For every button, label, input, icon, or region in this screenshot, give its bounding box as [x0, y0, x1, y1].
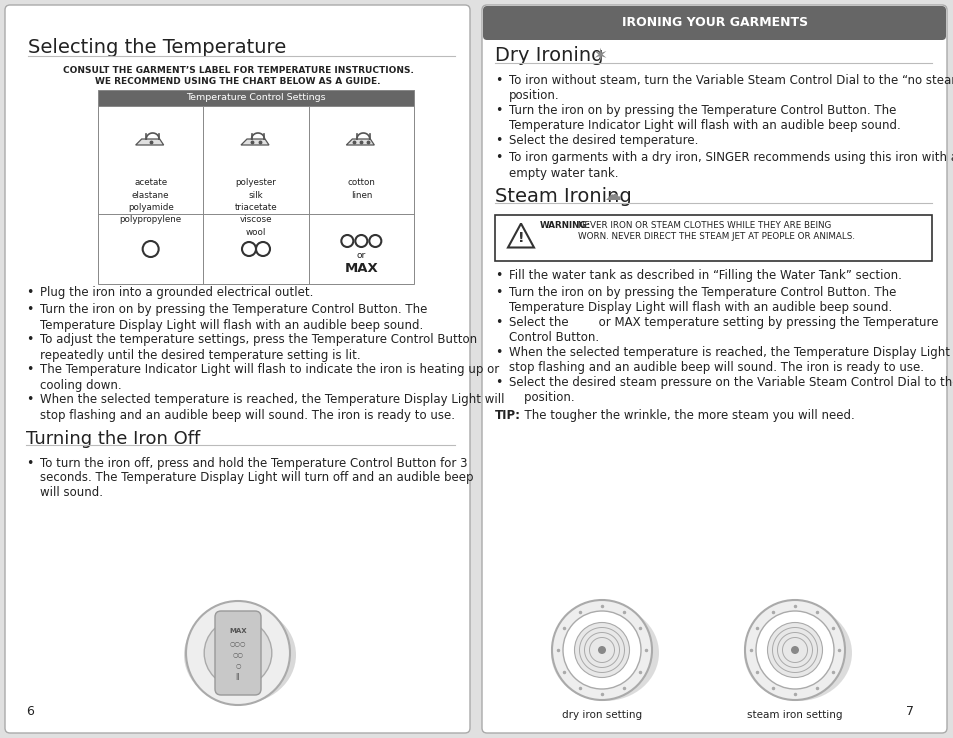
Text: TIP:: TIP:: [495, 409, 520, 422]
Text: Select the desired steam pressure on the Variable Steam Control Dial to the
    : Select the desired steam pressure on the…: [509, 376, 953, 404]
Circle shape: [767, 622, 821, 677]
Text: The Temperature Indicator Light will flash to indicate the iron is heating up or: The Temperature Indicator Light will fla…: [40, 364, 498, 391]
Text: •: •: [495, 376, 502, 389]
Text: •: •: [26, 286, 33, 299]
Text: NEVER IRON OR STEAM CLOTHES WHILE THEY ARE BEING
WORN. NEVER DIRECT THE STEAM JE: NEVER IRON OR STEAM CLOTHES WHILE THEY A…: [578, 221, 854, 241]
Text: •: •: [26, 393, 33, 407]
Circle shape: [790, 646, 799, 654]
Text: Turn the iron on by pressing the Temperature Control Button. The
Temperature Ind: Turn the iron on by pressing the Tempera…: [509, 104, 900, 132]
Text: Turn the iron on by pressing the Temperature Control Button. The
Temperature Dis: Turn the iron on by pressing the Tempera…: [40, 303, 427, 331]
Text: acetate
elastane
polyamide
polypropylene: acetate elastane polyamide polypropylene: [119, 178, 181, 224]
Text: or: or: [356, 251, 366, 260]
Text: CONSULT THE GARMENT’S LABEL FOR TEMPERATURE INSTRUCTIONS.: CONSULT THE GARMENT’S LABEL FOR TEMPERAT…: [63, 66, 413, 75]
Text: IRONING YOUR GARMENTS: IRONING YOUR GARMENTS: [621, 15, 807, 29]
Circle shape: [186, 601, 290, 705]
Polygon shape: [241, 139, 269, 145]
Text: Steam Ironing: Steam Ironing: [495, 187, 631, 207]
Text: MAX: MAX: [229, 628, 247, 634]
Text: !: !: [517, 232, 524, 246]
Circle shape: [755, 611, 833, 689]
Text: Temperature Control Settings: Temperature Control Settings: [186, 94, 326, 103]
Polygon shape: [135, 139, 164, 145]
Ellipse shape: [184, 606, 295, 704]
Text: •: •: [495, 269, 502, 281]
Text: •: •: [26, 334, 33, 347]
Text: ○: ○: [235, 663, 240, 669]
Bar: [98, 106, 414, 284]
Text: To iron without steam, turn the Variable Steam Control Dial to the “no steam”
po: To iron without steam, turn the Variable…: [509, 74, 953, 102]
Text: When the selected temperature is reached, the Temperature Display Light will
sto: When the selected temperature is reached…: [40, 393, 504, 421]
Text: 7: 7: [905, 705, 913, 718]
Bar: [98, 90, 414, 106]
Text: ○○: ○○: [233, 652, 243, 658]
Ellipse shape: [551, 605, 659, 701]
Text: Select the desired temperature.: Select the desired temperature.: [509, 134, 698, 147]
Text: The tougher the wrinkle, the more steam you will need.: The tougher the wrinkle, the more steam …: [517, 409, 854, 422]
Text: MAX: MAX: [344, 262, 377, 275]
Bar: [486, 23, 941, 36]
Circle shape: [744, 600, 844, 700]
Text: WE RECOMMEND USING THE CHART BELOW AS A GUIDE.: WE RECOMMEND USING THE CHART BELOW AS A …: [95, 77, 380, 86]
FancyBboxPatch shape: [482, 6, 945, 40]
Circle shape: [204, 619, 272, 687]
FancyBboxPatch shape: [214, 611, 261, 695]
Text: •: •: [495, 286, 502, 299]
Text: To adjust the temperature settings, press the Temperature Control Button
repeate: To adjust the temperature settings, pres…: [40, 334, 476, 362]
FancyBboxPatch shape: [481, 5, 946, 733]
Text: Fill the water tank as described in “Filling the Water Tank” section.: Fill the water tank as described in “Fil…: [509, 269, 901, 281]
Text: Plug the iron into a grounded electrical outlet.: Plug the iron into a grounded electrical…: [40, 286, 313, 299]
Text: Select the        or MAX temperature setting by pressing the Temperature
Control: Select the or MAX temperature setting by…: [509, 316, 938, 344]
Text: ✶: ✶: [592, 47, 606, 65]
Circle shape: [562, 611, 640, 689]
Text: To turn the iron off, press and hold the Temperature Control Button for 3
second: To turn the iron off, press and hold the…: [40, 457, 473, 500]
FancyBboxPatch shape: [5, 5, 470, 733]
Circle shape: [574, 622, 629, 677]
Circle shape: [598, 646, 605, 654]
Bar: [495, 215, 931, 261]
Circle shape: [552, 600, 651, 700]
Text: Dry Ironing: Dry Ironing: [495, 46, 603, 65]
Text: ☁: ☁: [603, 187, 620, 204]
Polygon shape: [507, 224, 534, 247]
Text: Selecting the Temperature: Selecting the Temperature: [28, 38, 286, 57]
Text: polyester
silk
triacetate
viscose
wool: polyester silk triacetate viscose wool: [234, 178, 277, 237]
Text: •: •: [26, 364, 33, 376]
Text: steam iron setting: steam iron setting: [746, 710, 841, 720]
Text: Turning the Iron Off: Turning the Iron Off: [26, 430, 200, 447]
Text: •: •: [26, 303, 33, 317]
Text: dry iron setting: dry iron setting: [561, 710, 641, 720]
Text: WARNING:: WARNING:: [539, 221, 591, 230]
Text: •: •: [495, 104, 502, 117]
Text: ○○○: ○○○: [230, 641, 246, 646]
Text: •: •: [495, 151, 502, 165]
Text: Turn the iron on by pressing the Temperature Control Button. The
Temperature Dis: Turn the iron on by pressing the Tempera…: [509, 286, 896, 314]
Text: •: •: [26, 457, 33, 469]
Text: •: •: [495, 346, 502, 359]
Ellipse shape: [743, 605, 851, 701]
Text: cotton
linen: cotton linen: [347, 178, 375, 199]
Text: II: II: [235, 672, 240, 681]
Text: 6: 6: [26, 705, 34, 718]
Text: When the selected temperature is reached, the Temperature Display Light will
sto: When the selected temperature is reached…: [509, 346, 953, 374]
Text: •: •: [495, 74, 502, 87]
Polygon shape: [346, 139, 374, 145]
Text: •: •: [495, 134, 502, 147]
Text: To iron garments with a dry iron, SINGER recommends using this iron with an
empt: To iron garments with a dry iron, SINGER…: [509, 151, 953, 179]
Text: •: •: [495, 316, 502, 329]
